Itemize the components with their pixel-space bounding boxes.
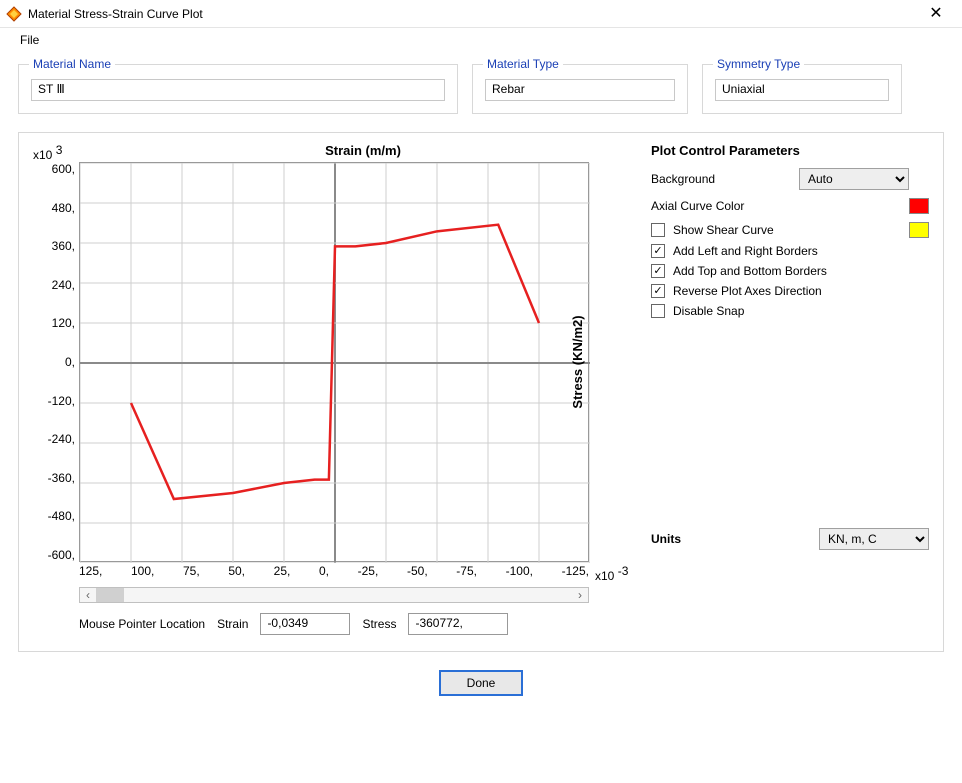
show-shear-checkbox[interactable] xyxy=(651,223,665,237)
background-label: Background xyxy=(651,172,791,186)
group-symmetry-type: Symmetry Type Uniaxial xyxy=(702,64,902,114)
scroll-right-arrow[interactable]: › xyxy=(572,588,588,602)
scroll-left-arrow[interactable]: ‹ xyxy=(80,588,96,602)
menu-file[interactable]: File xyxy=(14,31,45,49)
mouse-loc-label: Mouse Pointer Location xyxy=(79,617,205,631)
axial-color-label: Axial Curve Color xyxy=(651,199,791,213)
tb-borders-checkbox[interactable]: ✓ xyxy=(651,264,665,278)
y-exp: x10 3 xyxy=(33,143,93,162)
lr-borders-label: Add Left and Right Borders xyxy=(673,244,818,258)
menubar: File xyxy=(0,28,962,52)
mouse-stress-label: Stress xyxy=(362,617,396,631)
shear-color-swatch[interactable] xyxy=(909,222,929,238)
material-name-label: Material Name xyxy=(29,57,115,71)
disable-snap-label: Disable Snap xyxy=(673,304,744,318)
controls-title: Plot Control Parameters xyxy=(651,143,929,158)
axial-color-swatch[interactable] xyxy=(909,198,929,214)
show-shear-label: Show Shear Curve xyxy=(673,223,774,237)
symmetry-type-label: Symmetry Type xyxy=(713,57,804,71)
app-icon xyxy=(6,6,22,22)
tb-borders-label: Add Top and Bottom Borders xyxy=(673,264,827,278)
group-material-name: Material Name ST Ⅲ xyxy=(18,64,458,114)
material-type-label: Material Type xyxy=(483,57,563,71)
material-name-field[interactable]: ST Ⅲ xyxy=(31,79,445,101)
mouse-strain-label: Strain xyxy=(217,617,248,631)
x-axis-title: Strain (m/m) xyxy=(93,143,633,162)
disable-snap-checkbox[interactable] xyxy=(651,304,665,318)
mouse-strain-value: -0,0349 xyxy=(260,613,350,635)
done-button[interactable]: Done xyxy=(439,670,524,696)
material-type-field[interactable]: Rebar xyxy=(485,79,675,101)
background-select[interactable]: Auto xyxy=(799,168,909,190)
reverse-axes-checkbox[interactable]: ✓ xyxy=(651,284,665,298)
reverse-axes-label: Reverse Plot Axes Direction xyxy=(673,284,822,298)
close-button[interactable]: ✕ xyxy=(916,6,956,22)
scroll-thumb[interactable] xyxy=(96,588,124,602)
titlebar: Material Stress-Strain Curve Plot ✕ xyxy=(0,0,962,28)
x-exp: x10 -3 xyxy=(595,564,628,583)
mouse-stress-value: -360772, xyxy=(408,613,508,635)
group-material-type: Material Type Rebar xyxy=(472,64,688,114)
plot-area[interactable]: Stress (KN/m2) xyxy=(79,162,589,562)
units-label: Units xyxy=(651,532,681,546)
units-select[interactable]: KN, m, C xyxy=(819,528,929,550)
y-axis-title: Stress (KN/m2) xyxy=(570,315,585,408)
y-axis-ticks: 600,480,360,240,120,0,-120,-240,-360,-48… xyxy=(33,162,79,562)
x-axis-ticks: 125,100,75,50,25,0,-25,-50,-75,-100,-125… xyxy=(79,564,589,583)
main-panel: x10 3 Strain (m/m) 600,480,360,240,120,0… xyxy=(18,132,944,652)
plot-scrollbar[interactable]: ‹ › xyxy=(79,587,589,603)
symmetry-type-field[interactable]: Uniaxial xyxy=(715,79,889,101)
lr-borders-checkbox[interactable]: ✓ xyxy=(651,244,665,258)
window-title: Material Stress-Strain Curve Plot xyxy=(28,7,916,21)
